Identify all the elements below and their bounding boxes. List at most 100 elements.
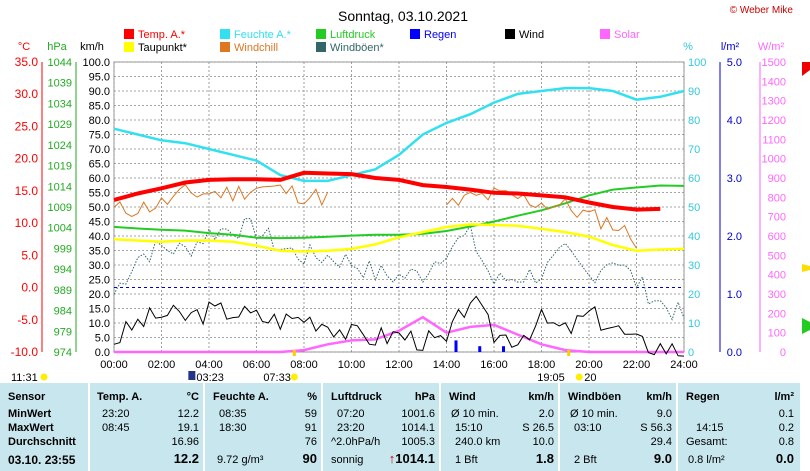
hdr-feuchte-unit: % — [307, 391, 317, 403]
rain-bar — [502, 346, 505, 352]
tick-pct: 20 — [688, 289, 700, 301]
sunset-icon — [575, 373, 583, 381]
tick-temp: 30.0 — [15, 87, 39, 101]
tick-wm2: 0 — [780, 347, 786, 359]
wind-run: 240.0 km — [455, 436, 501, 448]
druck-max-time: 23:20 — [337, 422, 365, 434]
tick-time: 24:00 — [670, 359, 698, 371]
tick-time: 18:00 — [528, 359, 556, 371]
tick-lm2: 3.0 — [727, 173, 742, 185]
tick-kmh: 75.0 — [89, 130, 110, 142]
tick-kmh: 10.0 — [89, 318, 110, 330]
hdr-druck-unit: hPa — [414, 391, 435, 403]
series-solar — [114, 315, 684, 354]
tick-pct: 40 — [688, 231, 700, 243]
legend-label: Taupunkt* — [138, 42, 188, 54]
legend-swatch — [316, 42, 326, 52]
tick-temp: 25.0 — [15, 119, 39, 133]
tick-wm2: 1000 — [762, 154, 786, 166]
hdr-wind: Wind — [449, 391, 476, 403]
tick-kmh: 55.0 — [89, 188, 110, 200]
tick-kmh: 25.0 — [89, 275, 110, 287]
tick-time: 10:00 — [338, 359, 366, 371]
tick-hpa: 994 — [54, 264, 72, 276]
tick-hpa: 1009 — [48, 202, 72, 214]
tick-hpa: 1039 — [48, 78, 72, 90]
tick-hpa: 979 — [54, 326, 72, 338]
regen-min-value: 0.1 — [778, 408, 794, 420]
tick-wm2: 400 — [768, 270, 786, 282]
feuchte-min-value: 59 — [304, 408, 317, 420]
tick-kmh: 0.0 — [95, 347, 110, 359]
tick-kmh: 5.0 — [95, 333, 110, 345]
legend-swatch — [220, 29, 230, 39]
tick-time: 00:00 — [100, 359, 128, 371]
boeen-current-value: 9.0 — [653, 451, 672, 466]
tick-pct: 80 — [688, 115, 700, 127]
tick-time: 16:00 — [480, 359, 508, 371]
tick-kmh: 65.0 — [89, 159, 110, 171]
tick-wm2: 600 — [768, 231, 786, 243]
legend-label: Temp. A.* — [138, 29, 186, 41]
legend: Temp. A.* Feuchte A.* Luftdruck Regen Wind So… — [124, 29, 640, 54]
hdr-boeen: Windböen — [568, 391, 622, 403]
col-boeen: Windböen km/h Ø 10 min. 9.0 03:10 S 56.3… — [558, 383, 678, 471]
copyright-text: © Weber Mike — [730, 5, 794, 16]
tick-kmh: 40.0 — [89, 231, 110, 243]
legend-label: Luftdruck — [330, 29, 376, 41]
tick-hpa: 1044 — [48, 57, 72, 69]
druck-min-time: 07:20 — [337, 408, 365, 420]
hdr-boeen-unit: km/h — [646, 391, 672, 403]
wind-max-time: 15:10 — [455, 422, 483, 434]
tick-kmh: 95.0 — [89, 72, 110, 84]
unit-temp: °C — [18, 41, 30, 53]
tick-lm2: 1.0 — [727, 289, 742, 301]
series-luftdruck — [113, 184, 685, 240]
moon-icon — [188, 371, 196, 380]
chart-title: Sonntag, 03.10.2021 — [338, 8, 468, 24]
tick-hpa: 984 — [54, 306, 72, 318]
hdr-temp-unit: °C — [186, 391, 199, 403]
tick-hpa: 1024 — [48, 140, 72, 152]
tick-temp: 5.0 — [21, 248, 38, 262]
tick-temp: 10.0 — [15, 216, 39, 230]
tick-hpa: 974 — [54, 347, 72, 359]
col-wind: Wind km/h Ø 10 min. 2.0 15:10 S 26.5 240… — [439, 383, 560, 471]
tick-temp: -5.0 — [17, 313, 38, 327]
marker-left-time: 11:31 — [11, 372, 38, 383]
tick-hpa: 1019 — [48, 161, 72, 173]
feuchte-absolute: 9.72 g/m³ — [217, 454, 264, 466]
tick-time: 06:00 — [243, 359, 271, 371]
druck-current: ↑1014.1 — [389, 452, 435, 466]
series-windchill — [113, 183, 637, 249]
weather-chart: Sonntag, 03.10.2021 © Weber Mike Temp. A… — [11, 5, 810, 383]
tick-temp: 0.0 — [21, 281, 38, 295]
druck-max-value: 1014.1 — [401, 422, 435, 434]
wind-avg-value: 10.0 — [532, 436, 554, 448]
legend-swatch — [410, 29, 420, 39]
boeen-max-value: S 56.3 — [640, 422, 672, 434]
boeen-avg-value: 29.4 — [650, 436, 672, 448]
tick-lm2: 4.0 — [727, 115, 742, 127]
boeen-min-value: 9.0 — [656, 408, 672, 420]
sun-markers: 11:31 03:23 07:33 19:05 20 — [11, 350, 596, 383]
tick-temp: 20.0 — [15, 152, 39, 166]
temp-min-time: 23:20 — [102, 408, 130, 420]
row-label-current: 03.10. 23:55 — [8, 453, 76, 467]
tick-hpa: 989 — [54, 285, 72, 297]
grid — [113, 61, 685, 353]
unit-hpa: hPa — [47, 41, 67, 53]
tick-kmh: 35.0 — [89, 246, 110, 258]
tick-lm2: 0.0 — [727, 347, 742, 359]
tick-hpa: 1004 — [48, 223, 72, 235]
marker-sunset-time: 19:05 — [537, 372, 565, 383]
feuchte-current-value: 90 — [302, 451, 317, 466]
legend-label: Regen — [424, 29, 456, 41]
tick-time: 08:00 — [290, 359, 318, 371]
temp-current-value: 12.2 — [173, 451, 199, 466]
tick-wm2: 1100 — [762, 134, 786, 146]
druck-trend: ^2.0hPa/h — [331, 436, 381, 448]
hdr-temp: Temp. A. — [97, 391, 143, 403]
hdr-regen-unit: l/m² — [774, 391, 794, 403]
tick-wm2: 900 — [768, 173, 786, 185]
